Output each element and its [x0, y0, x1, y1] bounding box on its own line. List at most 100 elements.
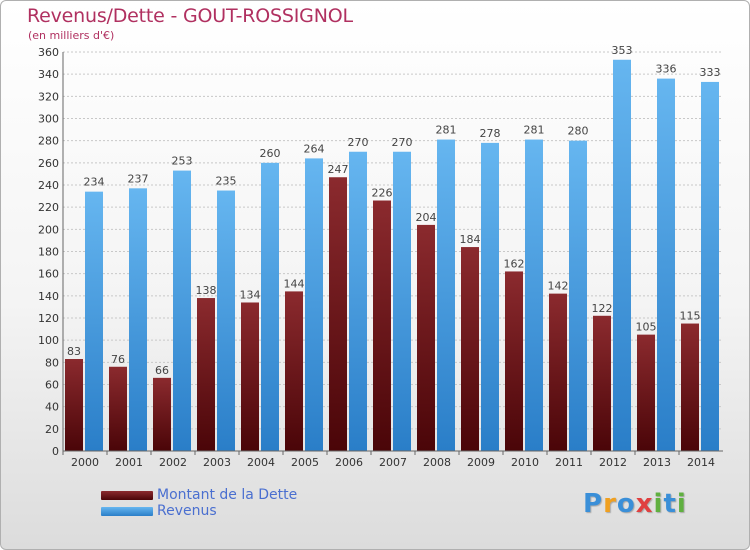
data-label-revenus: 281	[524, 124, 545, 137]
bar-revenus	[393, 151, 411, 451]
y-tick-label: 360	[38, 46, 59, 59]
logo-letter: i	[653, 489, 664, 519]
bar-revenus	[701, 81, 719, 452]
y-tick-label: 0	[52, 445, 59, 458]
y-tick-label: 220	[38, 201, 59, 214]
bar-revenus	[525, 139, 543, 451]
data-label-revenus: 336	[656, 63, 677, 76]
data-label-revenus: 333	[700, 66, 721, 79]
y-tick-label: 80	[45, 356, 59, 369]
x-tick-label: 2008	[423, 456, 451, 469]
bar-dette	[681, 323, 699, 451]
x-tick-label: 2011	[555, 456, 583, 469]
data-label-revenus: 253	[172, 155, 193, 168]
x-tick-label: 2007	[379, 456, 407, 469]
data-label-dette: 76	[111, 353, 125, 366]
data-label-dette: 204	[416, 211, 437, 224]
x-tick-label: 2009	[467, 456, 495, 469]
data-label-revenus: 235	[216, 175, 237, 188]
bar-revenus	[437, 139, 455, 451]
x-tick-label: 2001	[115, 456, 143, 469]
bar-revenus	[305, 158, 323, 451]
data-label-dette: 144	[284, 277, 305, 290]
y-tick-label: 120	[38, 312, 59, 325]
data-label-dette: 83	[67, 345, 81, 358]
x-tick-label: 2004	[247, 456, 275, 469]
bar-dette	[417, 224, 435, 451]
bar-revenus	[173, 170, 191, 451]
data-label-dette: 247	[328, 163, 349, 176]
bar-dette	[109, 366, 127, 451]
data-label-revenus: 237	[128, 172, 149, 185]
legend-label-revenus: Revenus	[157, 503, 217, 519]
data-label-revenus: 281	[436, 124, 457, 137]
data-label-revenus: 264	[304, 142, 325, 155]
x-tick-label: 2005	[291, 456, 319, 469]
legend: Montant de la Dette Revenus	[101, 487, 297, 519]
data-label-dette: 122	[592, 302, 613, 315]
x-tick-label: 2003	[203, 456, 231, 469]
bar-dette	[637, 334, 655, 451]
bar-dette	[285, 291, 303, 451]
y-tick-label: 280	[38, 135, 59, 148]
bar-dette	[373, 200, 391, 451]
bar-dette	[593, 315, 611, 451]
chart-title: Revenus/Dette - GOUT-ROSSIGNOL	[27, 5, 353, 27]
data-label-dette: 105	[636, 321, 657, 334]
data-label-dette: 226	[372, 187, 393, 200]
y-tick-label: 100	[38, 334, 59, 347]
x-tick-label: 2000	[71, 456, 99, 469]
data-label-dette: 66	[155, 364, 169, 377]
logo-letter: r	[603, 489, 617, 519]
data-label-dette: 115	[680, 310, 701, 323]
chart-subtitle: (en milliers d'€)	[28, 29, 115, 42]
data-label-revenus: 234	[84, 176, 105, 189]
x-tick-label: 2006	[335, 456, 363, 469]
x-tick-label: 2002	[159, 456, 187, 469]
bar-revenus	[657, 78, 675, 451]
y-tick-label: 20	[45, 423, 59, 436]
bar-revenus	[129, 188, 147, 451]
data-label-revenus: 270	[348, 136, 369, 149]
y-tick-label: 160	[38, 268, 59, 281]
data-label-revenus: 270	[392, 136, 413, 149]
data-label-dette: 162	[504, 257, 525, 270]
y-tick-label: 240	[38, 179, 59, 192]
data-label-revenus: 280	[568, 125, 589, 138]
legend-item-revenus: Revenus	[101, 503, 297, 519]
data-label-dette: 138	[196, 284, 217, 297]
bar-revenus	[217, 190, 235, 451]
y-tick-label: 60	[45, 379, 59, 392]
bar-revenus	[349, 151, 367, 451]
proxiti-logo: Proxiti	[583, 489, 687, 519]
legend-label-dette: Montant de la Dette	[157, 487, 298, 503]
logo-letter: x	[635, 489, 654, 519]
bar-revenus	[613, 59, 631, 452]
data-label-dette: 142	[548, 280, 569, 293]
dette-swatch-icon	[101, 490, 153, 500]
y-tick-label: 300	[38, 113, 59, 126]
bar-revenus	[261, 162, 279, 452]
data-label-revenus: 278	[480, 127, 501, 140]
legend-item-dette: Montant de la Dette	[101, 487, 297, 503]
revenus-swatch-icon	[101, 506, 153, 516]
y-tick-label: 140	[38, 290, 59, 303]
bar-dette	[197, 298, 215, 451]
y-tick-label: 320	[38, 90, 59, 103]
data-label-revenus: 260	[260, 147, 281, 160]
data-label-revenus: 353	[612, 44, 633, 57]
y-tick-label: 260	[38, 157, 59, 170]
x-tick-label: 2010	[511, 456, 539, 469]
y-tick-label: 40	[45, 401, 59, 414]
bar-revenus	[569, 140, 587, 451]
bar-dette	[461, 247, 479, 451]
y-tick-label: 180	[38, 246, 59, 259]
logo-letter: t	[663, 489, 677, 519]
logo-letter: P	[583, 489, 604, 519]
axes: 0 20 40 60 80 100 120 140 160 180 200 220 240 260 280 3…	[38, 46, 723, 469]
bar-dette	[329, 177, 347, 451]
y-tick-label: 340	[38, 68, 59, 81]
x-tick-label: 2013	[643, 456, 671, 469]
